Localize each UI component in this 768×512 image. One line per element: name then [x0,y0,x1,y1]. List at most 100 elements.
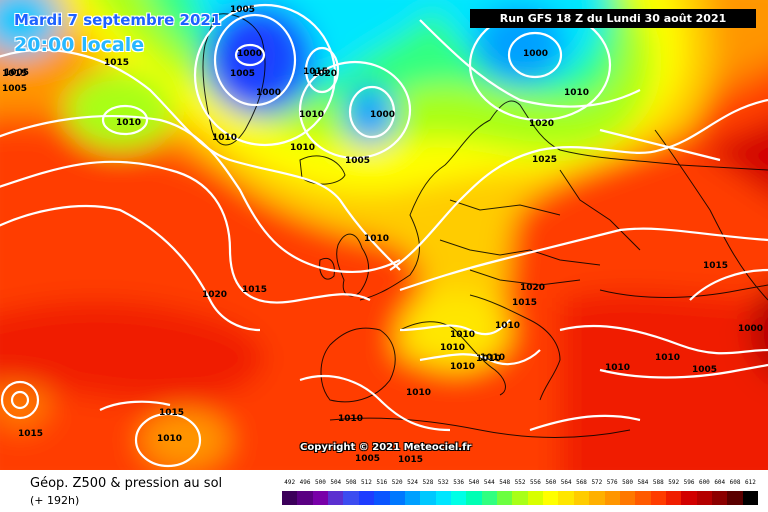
isobar-label: 1010 [480,353,505,363]
forecast-lead-time: (+ 192h) [30,494,80,507]
isobar-label: 1005 [230,5,255,15]
isobar-label: 1015 [398,455,423,465]
forecast-date: Mardi 7 septembre 2021 [14,11,222,29]
isobar-label: 1005 [355,454,380,464]
scale-label: 524 [407,479,418,486]
scale-label: 580 [622,479,633,486]
scale-swatch [558,491,574,505]
scale-swatch [604,491,620,505]
scale-swatch [389,491,405,505]
isobar-label: 1000 [370,110,395,120]
scale-swatch [589,491,605,505]
coastlines [202,13,768,438]
isobar-label: 1005 [230,69,255,79]
scale-label: 592 [668,479,680,486]
scale-swatch [543,491,559,505]
scale-swatch [450,491,467,505]
scale-label: 576 [606,479,618,486]
scale-swatch [619,491,636,505]
scale-label: 604 [714,479,726,486]
scale-label: 556 [530,479,541,486]
isobar-label: 1010 [440,343,465,353]
isobar-label: 1010 [450,330,475,340]
scale-swatch [497,491,513,505]
isobar-label: 1000 [738,324,763,334]
isobar-label: 1010 [364,234,389,244]
isobar-label: 1020 [202,290,227,300]
scale-swatch [696,491,713,505]
isobar-label: 1015 [159,408,184,418]
color-scale-labels: 492 496 500 504 508 512 516 520 524 528 532 536 540 5… [282,478,758,488]
scale-label: 600 [698,479,710,486]
scale-label: 508 [345,479,357,486]
isobar-label: 1005 [2,84,27,94]
isobar-label: 1010 [564,88,589,98]
scale-label: 492 [284,479,296,486]
isobar-label: 1005 [692,365,717,375]
isobar-label: 1000 [256,88,281,98]
scale-label: 504 [330,479,342,486]
isobar-label: 1010 [406,388,431,398]
scale-swatch [481,491,498,505]
isobar-label: 1010 [476,354,501,364]
color-scale: 492 496 500 504 508 512 516 520 524 528 532 536 540 5… [282,478,759,508]
scale-swatch [527,491,544,505]
isobar-label: 1010 [450,362,475,372]
scale-swatch [512,491,528,505]
scale-swatch [650,491,666,505]
scale-label: 568 [576,479,587,486]
scale-swatch [420,491,436,505]
isobar-lines [0,3,768,468]
isobar-label: 1010 [116,118,141,128]
isobar-label: 1010 [495,321,520,331]
scale-label: 608 [729,479,741,486]
isobar-label: 1020 [520,283,545,293]
scale-label: 512 [361,479,372,486]
scale-swatch [404,491,421,505]
scale-swatch [435,491,451,505]
model-run-label: Run GFS 18 Z du Lundi 30 août 2021 [470,9,756,28]
scale-swatch [712,491,728,505]
scale-label: 560 [545,479,557,486]
scale-label: 596 [683,479,695,486]
isobar-label: 1005 [4,68,29,78]
isobar-label: 1010 [212,133,237,143]
scale-label: 588 [652,479,664,486]
isobar-label: 1010 [655,353,680,363]
isobar-label: 1015 [303,67,328,77]
scale-label: 536 [453,479,465,486]
isobar-label: 1015 [104,58,129,68]
scale-swatch [297,491,313,505]
scale-label: 572 [591,479,603,486]
isobar-label: 1000 [237,49,262,59]
isobar-label: 1010 [605,363,630,373]
isobar-label: 1020 [529,119,554,129]
scale-swatch [358,491,375,505]
isobar-label: 1015 [2,69,27,79]
isobar-label: 1015 [512,298,537,308]
isobar-label: 1005 [345,156,370,166]
isobar-labels: 1005 1005 1015 1000 1005 1000 1015 1020 … [2,5,763,465]
scale-label: 584 [637,479,649,486]
scale-swatch [328,491,344,505]
isobar-label: 1020 [312,69,337,79]
scale-label: 544 [483,479,495,486]
scale-swatch [282,491,298,505]
isobar-label: 1015 [242,285,267,295]
isobar-label: 1025 [532,155,557,165]
isobar-label: 1015 [18,429,43,439]
scale-label: 528 [422,479,434,486]
forecast-time: 20:00 locale [14,34,145,56]
scale-label: 496 [299,479,311,486]
scale-swatch [742,491,759,505]
scale-swatch [681,491,697,505]
copyright-notice: Copyright © 2021 Meteociel.fr [300,442,472,453]
isobar-label: 1010 [290,143,315,153]
scale-label: 612 [745,479,756,486]
scale-swatch [466,491,482,505]
scale-swatch [573,491,590,505]
isobar-label: 1015 [703,261,728,271]
scale-label: 548 [499,479,511,486]
scale-label: 516 [376,479,388,486]
